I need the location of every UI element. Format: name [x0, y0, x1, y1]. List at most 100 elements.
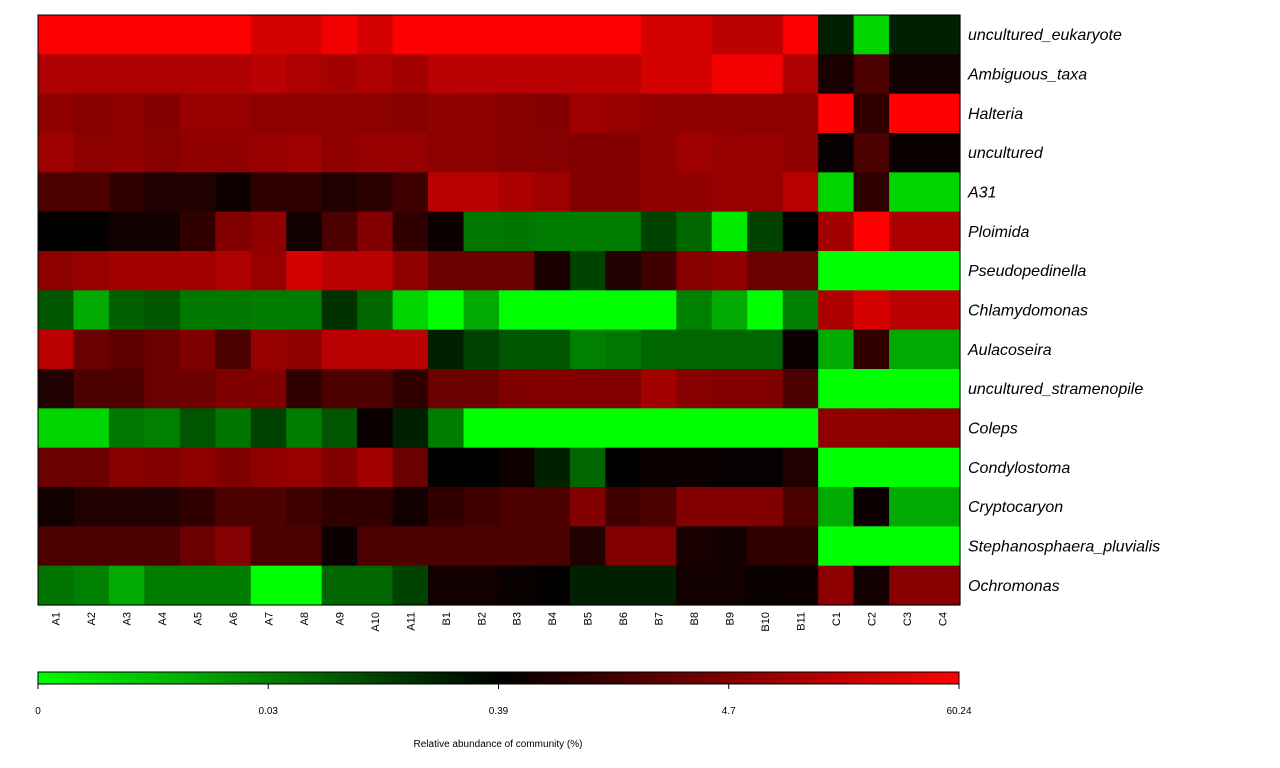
heatmap-cell-Aulacoseira-A1 — [38, 329, 75, 370]
heatmap-cell-Chlamydomonas-B6 — [605, 290, 642, 331]
heatmap-cell-Aulacoseira-A9 — [321, 329, 358, 370]
heatmap-cell-Ochromonas-B10 — [747, 565, 784, 606]
row-label-Ochromonas: Ochromonas — [968, 578, 1060, 595]
heatmap-cell-Chlamydomonas-A9 — [321, 290, 358, 331]
heatmap-cell-Halteria-C4 — [924, 93, 961, 134]
heatmap-cell-uncultured_eukaryote-A10 — [357, 15, 394, 55]
heatmap-cell-Chlamydomonas-B4 — [534, 290, 571, 331]
heatmap-cell-uncultured_eukaryote-C4 — [924, 15, 961, 55]
heatmap-cell-Cryptocaryon-C1 — [818, 487, 855, 527]
heatmap-cell-Condylostoma-B8 — [676, 447, 713, 488]
heatmap-cell-uncultured_eukaryote-B9 — [711, 15, 748, 55]
heatmap-cell-uncultured_eukaryote-A8 — [286, 15, 323, 55]
heatmap-cell-Pseudopedinella-C1 — [818, 251, 855, 291]
heatmap-cell-Stephanosphaera_pluvialis-A3 — [108, 526, 145, 567]
heatmap-cell-uncultured_eukaryote-B11 — [782, 15, 819, 55]
heatmap-cell-uncultured_stramenopile-A5 — [179, 369, 216, 409]
row-label-Ploimida: Ploimida — [968, 224, 1029, 241]
column-label-A11: A11 — [405, 612, 417, 631]
heatmap-cell-Aulacoseira-A3 — [108, 329, 145, 370]
column-label-A2: A2 — [86, 612, 98, 625]
column-label-B9: B9 — [725, 612, 737, 625]
column-label-B11: B11 — [795, 612, 807, 631]
heatmap-cell-uncultured-B7 — [640, 133, 677, 173]
heatmap-cell-Cryptocaryon-A2 — [73, 487, 110, 527]
heatmap-cell-Halteria-B4 — [534, 93, 571, 134]
heatmap-cell-Ambiguous_taxa-B8 — [676, 54, 713, 95]
heatmap-cell-A31-B1 — [428, 172, 465, 213]
heatmap-cell-Stephanosphaera_pluvialis-A8 — [286, 526, 323, 567]
heatmap-cell-Ploimida-B2 — [463, 211, 500, 252]
heatmap-cell-Aulacoseira-A8 — [286, 329, 323, 370]
heatmap-cell-Coleps-B4 — [534, 408, 571, 449]
heatmap-cell-Stephanosphaera_pluvialis-B10 — [747, 526, 784, 567]
heatmap-cell-Halteria-B3 — [499, 93, 536, 134]
heatmap-cell-Condylostoma-A10 — [357, 447, 394, 488]
heatmap-cell-Condylostoma-A4 — [144, 447, 181, 488]
heatmap-cell-Aulacoseira-C4 — [924, 329, 961, 370]
column-label-B7: B7 — [654, 612, 666, 625]
heatmap-cell-Ploimida-B3 — [499, 211, 536, 252]
heatmap-cell-Ploimida-A6 — [215, 211, 252, 252]
heatmap-cell-Coleps-A9 — [321, 408, 358, 449]
heatmap-cell-Condylostoma-C1 — [818, 447, 855, 488]
heatmap-cell-uncultured-C1 — [818, 133, 855, 173]
heatmap-cell-Chlamydomonas-A2 — [73, 290, 110, 331]
heatmap-cell-Ambiguous_taxa-A5 — [179, 54, 216, 95]
heatmap-cell-uncultured-A2 — [73, 133, 110, 173]
heatmap-cell-Condylostoma-B7 — [640, 447, 677, 488]
column-label-B8: B8 — [689, 612, 701, 625]
heatmap-cell-Ambiguous_taxa-A9 — [321, 54, 358, 95]
heatmap-cell-Ambiguous_taxa-B1 — [428, 54, 465, 95]
heatmap-cell-A31-B9 — [711, 172, 748, 213]
heatmap-cell-Cryptocaryon-B8 — [676, 487, 713, 527]
heatmap-cell-Ambiguous_taxa-B4 — [534, 54, 571, 95]
heatmap-cell-uncultured-C3 — [889, 133, 926, 173]
heatmap-cell-uncultured_stramenopile-A2 — [73, 369, 110, 409]
column-label-A9: A9 — [334, 612, 346, 625]
heatmap-cell-Ochromonas-B9 — [711, 565, 748, 606]
heatmap-cell-Cryptocaryon-A8 — [286, 487, 323, 527]
heatmap-cell-Coleps-B8 — [676, 408, 713, 449]
heatmap-cell-Ochromonas-A8 — [286, 565, 323, 606]
heatmap-cell-Ploimida-B6 — [605, 211, 642, 252]
heatmap-cell-uncultured-B10 — [747, 133, 784, 173]
heatmap-cell-Halteria-A11 — [392, 93, 429, 134]
heatmap-cell-uncultured_stramenopile-B1 — [428, 369, 465, 409]
heatmap-cell-Condylostoma-A8 — [286, 447, 323, 488]
heatmap-cell-Cryptocaryon-B9 — [711, 487, 748, 527]
heatmap-cell-A31-A3 — [108, 172, 145, 213]
heatmap-cell-uncultured_eukaryote-B7 — [640, 15, 677, 55]
heatmap-cell-Ploimida-A5 — [179, 211, 216, 252]
heatmap-cell-Pseudopedinella-A6 — [215, 251, 252, 291]
colorbar-tick-label: 4.7 — [722, 706, 736, 717]
heatmap-cell-Ambiguous_taxa-B5 — [569, 54, 606, 95]
heatmap-cell-Ambiguous_taxa-C3 — [889, 54, 926, 95]
heatmap-cell-Stephanosphaera_pluvialis-A1 — [38, 526, 75, 567]
heatmap-cell-Ploimida-A4 — [144, 211, 181, 252]
heatmap-cell-Pseudopedinella-A5 — [179, 251, 216, 291]
heatmap-cell-Ambiguous_taxa-A6 — [215, 54, 252, 95]
heatmap-cell-uncultured_eukaryote-A4 — [144, 15, 181, 55]
heatmap-cell-Stephanosphaera_pluvialis-B3 — [499, 526, 536, 567]
heatmap-cells — [38, 15, 961, 606]
heatmap-cell-uncultured_stramenopile-B7 — [640, 369, 677, 409]
heatmap-cell-Aulacoseira-B6 — [605, 329, 642, 370]
heatmap-cell-Ambiguous_taxa-C4 — [924, 54, 961, 95]
heatmap-cell-Ploimida-B11 — [782, 211, 819, 252]
heatmap-cell-Coleps-B3 — [499, 408, 536, 449]
heatmap-cell-Ochromonas-B8 — [676, 565, 713, 606]
heatmap-cell-Ochromonas-B3 — [499, 565, 536, 606]
heatmap-cell-Ambiguous_taxa-B9 — [711, 54, 748, 95]
heatmap-cell-Cryptocaryon-A1 — [38, 487, 75, 527]
heatmap-cell-Ambiguous_taxa-A10 — [357, 54, 394, 95]
heatmap-cell-Ambiguous_taxa-C2 — [853, 54, 890, 95]
heatmap-cell-Coleps-A1 — [38, 408, 75, 449]
heatmap-cell-Pseudopedinella-B3 — [499, 251, 536, 291]
column-label-A10: A10 — [370, 612, 382, 632]
heatmap-cell-Ambiguous_taxa-A2 — [73, 54, 110, 95]
heatmap-cell-Coleps-B11 — [782, 408, 819, 449]
heatmap-cell-Coleps-A5 — [179, 408, 216, 449]
heatmap-cell-Pseudopedinella-B6 — [605, 251, 642, 291]
heatmap-cell-uncultured_stramenopile-B5 — [569, 369, 606, 409]
